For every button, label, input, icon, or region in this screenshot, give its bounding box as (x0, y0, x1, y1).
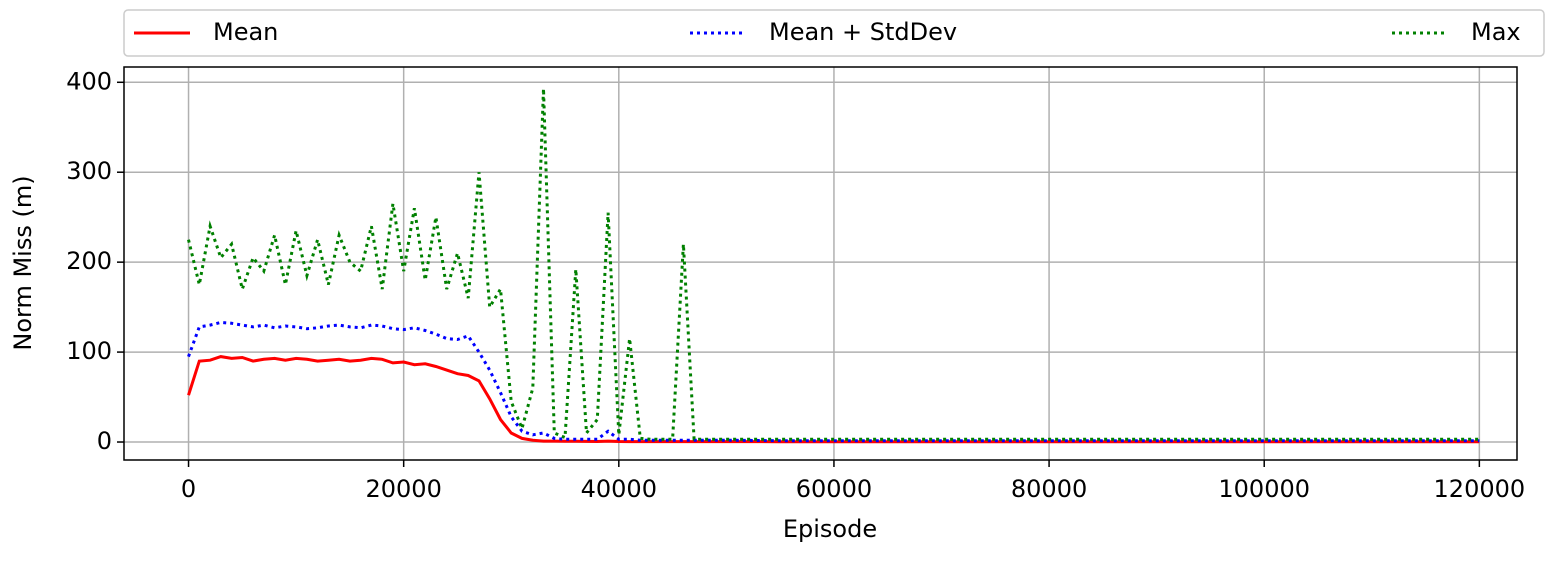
legend-label: Max (1471, 18, 1521, 46)
x-tick-label: 40000 (581, 475, 657, 503)
y-tick-label: 300 (66, 157, 112, 185)
x-tick-label: 60000 (796, 475, 872, 503)
y-tick-label: 200 (66, 247, 112, 275)
legend-box (123, 9, 1545, 57)
x-tick-label: 120000 (1434, 475, 1526, 503)
y-tick-label: 100 (66, 337, 112, 365)
x-tick-label: 80000 (1011, 475, 1087, 503)
series-line (187, 320, 1480, 443)
y-tick-label: 0 (97, 427, 112, 455)
plot-frame (123, 66, 1518, 461)
legend-label: Mean (213, 18, 278, 46)
x-tick-label: 20000 (365, 475, 441, 503)
y-axis-label: Norm Miss (m) (9, 175, 37, 350)
x-axis-label: Episode (783, 515, 877, 543)
y-tick-label: 400 (66, 67, 112, 95)
x-tick-label: 100000 (1218, 475, 1310, 503)
x-tick-label: 0 (181, 475, 196, 503)
legend-label: Mean + StdDev (769, 18, 957, 46)
